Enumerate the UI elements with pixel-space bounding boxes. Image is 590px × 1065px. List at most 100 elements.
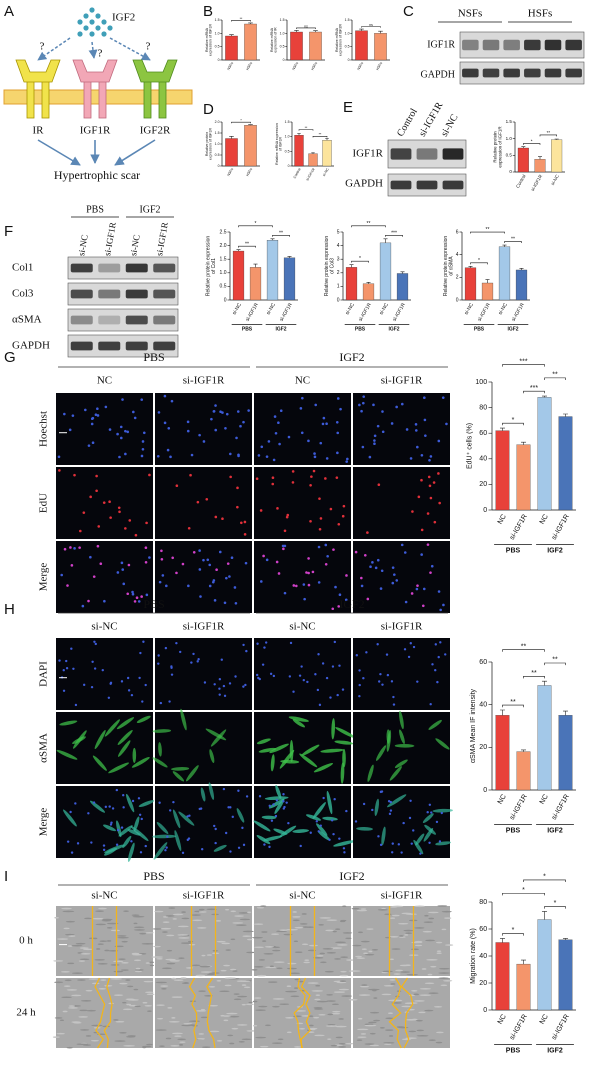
texture (200, 1008, 206, 1011)
nucleus (234, 675, 237, 678)
texture (166, 949, 173, 952)
nucleus (420, 478, 423, 482)
nucleus (402, 821, 405, 825)
texture (272, 998, 285, 1000)
texture (168, 907, 176, 909)
texture (356, 1039, 363, 1041)
x-tick-label: NSFs (226, 61, 234, 71)
texture (67, 962, 75, 965)
nucleus (120, 826, 124, 829)
texture (68, 935, 76, 937)
column-label: si-IGF1R (381, 890, 423, 902)
nucleus (90, 841, 93, 844)
nucleus (199, 807, 203, 810)
nucleus (226, 562, 230, 565)
y-tick-label: 1.5 (220, 257, 227, 263)
cell (126, 793, 135, 813)
column-label: si-NC (91, 621, 117, 633)
texture (406, 973, 418, 976)
nucleus (309, 831, 312, 834)
nucleus (428, 459, 431, 462)
significance-bracket (502, 422, 524, 426)
texture (132, 915, 145, 918)
panel-label: B (203, 3, 213, 20)
texture (52, 1036, 60, 1038)
bar (537, 685, 552, 791)
texture (151, 956, 164, 958)
texture (326, 952, 337, 954)
nucleus (179, 650, 182, 654)
texture (71, 972, 83, 974)
nucleus (164, 848, 167, 852)
group-label: PBS (474, 326, 485, 332)
significance-label: ** (240, 17, 243, 21)
micrograph (56, 712, 153, 784)
cell (56, 749, 78, 760)
texture (309, 1024, 314, 1027)
nucleus (373, 442, 376, 446)
texture (332, 930, 337, 933)
wound-edge (293, 977, 306, 1049)
nucleus (272, 674, 276, 678)
nucleus (133, 600, 137, 603)
nucleus (142, 431, 146, 435)
nucleus (358, 683, 361, 687)
nucleus (95, 489, 98, 493)
y-tick-label: 0 (348, 58, 350, 62)
texture (97, 963, 108, 965)
blot-band (524, 39, 541, 51)
texture (419, 994, 432, 996)
nucleus (131, 590, 134, 594)
texture (68, 1007, 78, 1009)
texture (318, 1013, 326, 1016)
cell (213, 844, 227, 852)
nucleus (315, 820, 318, 823)
nucleus (404, 600, 408, 604)
texture (287, 962, 297, 965)
texture (144, 991, 154, 994)
cell (326, 790, 333, 815)
texture (330, 1044, 338, 1047)
group-label: IGF2 (339, 869, 364, 883)
texture (364, 1024, 377, 1027)
nucleus (428, 803, 432, 806)
texture (90, 1039, 99, 1042)
wound-edge (400, 977, 414, 1049)
nucleus (70, 564, 74, 567)
texture (85, 1035, 92, 1037)
y-tick-label: 40 (479, 953, 487, 960)
nucleus (292, 690, 295, 693)
significance-bracket (296, 27, 316, 29)
nucleus (389, 800, 392, 804)
bar (266, 240, 279, 301)
cell (299, 753, 318, 768)
texture (424, 1009, 434, 1012)
texture (227, 1034, 234, 1037)
texture (286, 1031, 292, 1034)
lane-label: si-NC (128, 234, 142, 257)
nucleus (218, 693, 221, 696)
nucleus (121, 568, 125, 571)
nucleus (108, 500, 111, 504)
texture (413, 993, 419, 996)
texture (161, 987, 167, 990)
texture (166, 962, 176, 965)
blot-band (524, 68, 541, 78)
texture (399, 935, 404, 937)
error-bar (311, 152, 315, 154)
texture (95, 910, 105, 912)
y-tick-label: 1.0 (215, 31, 220, 35)
y-tick-label: 0 (288, 164, 290, 168)
texture (438, 972, 451, 974)
error-bar (294, 30, 299, 32)
ligand-dot (107, 25, 113, 31)
texture (66, 989, 78, 991)
significance-label: * (512, 927, 515, 934)
nucleus (258, 795, 262, 798)
nucleus (237, 846, 241, 849)
texture (256, 906, 265, 909)
nucleus (157, 654, 160, 657)
texture (400, 971, 411, 973)
texture (272, 1005, 280, 1008)
texture (361, 948, 367, 950)
